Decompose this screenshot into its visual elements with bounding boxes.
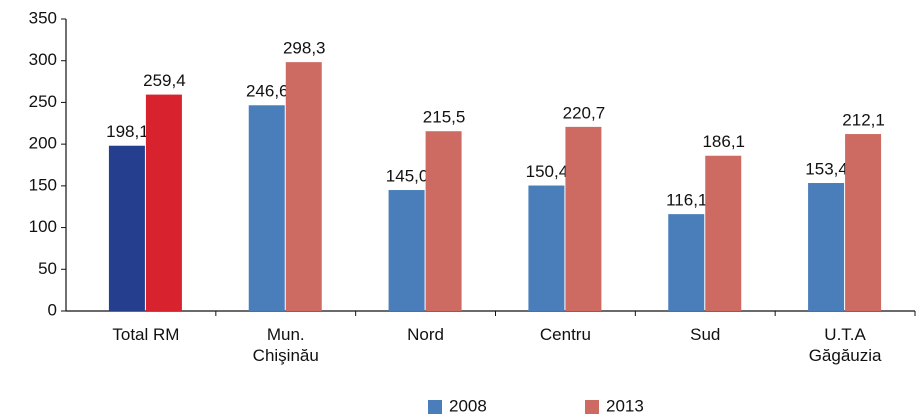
bar — [388, 190, 425, 311]
value-label: 220,7 — [563, 103, 606, 122]
y-tick-label: 350 — [29, 8, 57, 27]
value-label: 259,4 — [143, 71, 186, 90]
value-label: 198,1 — [106, 122, 149, 141]
bar — [248, 105, 285, 312]
bar — [145, 94, 182, 311]
y-tick-label: 0 — [48, 300, 57, 319]
legend-swatch — [585, 400, 599, 414]
value-label: 212,1 — [842, 111, 885, 130]
legend-swatch — [428, 400, 442, 414]
legend-label: 2008 — [449, 396, 487, 415]
bar — [528, 185, 565, 311]
bar — [285, 62, 322, 312]
x-tick-label: Sud — [690, 325, 721, 344]
x-tick-label: Nord — [407, 325, 444, 344]
bar — [845, 134, 882, 311]
value-label: 186,1 — [702, 132, 745, 151]
bar — [668, 214, 705, 311]
y-tick-label: 100 — [29, 217, 57, 236]
x-tick-label: Total RM — [112, 325, 180, 344]
value-label: 150,4 — [526, 162, 569, 181]
y-tick-label: 250 — [29, 92, 57, 111]
bar — [565, 126, 602, 312]
y-tick-label: 300 — [29, 50, 57, 69]
x-tick-label: U.T.A Găgăuzia — [808, 325, 882, 365]
value-label: 215,5 — [423, 108, 466, 127]
value-label: 298,3 — [283, 39, 326, 58]
legend-label: 2013 — [606, 396, 644, 415]
value-label: 246,6 — [246, 82, 289, 101]
bar — [425, 131, 462, 311]
value-label: 116,1 — [666, 191, 707, 210]
y-tick-label: 200 — [29, 134, 57, 153]
bar — [108, 145, 145, 311]
value-label: 145,0 — [386, 167, 429, 186]
x-tick-label: Centru — [539, 325, 591, 344]
y-tick-label: 50 — [38, 259, 57, 278]
y-tick-label: 150 — [29, 175, 57, 194]
bar — [808, 183, 845, 311]
value-label: 153,4 — [805, 160, 848, 179]
bar — [705, 155, 742, 311]
x-tick-label: Mun. Chişinău — [252, 325, 319, 365]
